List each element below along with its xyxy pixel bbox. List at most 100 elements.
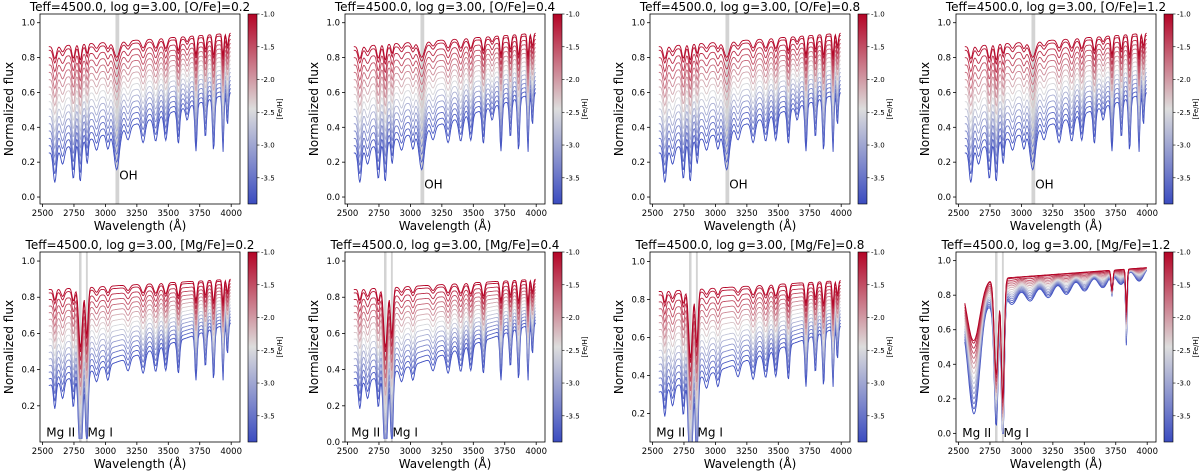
x-tick-label: 3000 xyxy=(400,209,422,219)
x-axis-label: Wavelength (Å) xyxy=(1010,456,1103,471)
x-tick-label: 2750 xyxy=(673,209,695,219)
spectrum-line xyxy=(658,319,842,442)
spectrum-line xyxy=(964,32,1147,61)
line-annotation: OH xyxy=(119,169,137,183)
spectrum-line xyxy=(658,280,841,359)
x-tick-label: 3000 xyxy=(95,447,117,457)
spectrum-line xyxy=(48,84,232,166)
spectrum-line xyxy=(658,316,842,442)
y-tick-label: 0.6 xyxy=(21,329,35,339)
highlight-band xyxy=(725,14,730,204)
y-tick-label: 0.6 xyxy=(631,88,645,98)
x-tick-label: 2500 xyxy=(948,447,970,457)
y-tick-label: 0.2 xyxy=(21,158,35,168)
spectrum-line xyxy=(353,51,536,99)
panel-title: Teff=4500.0, log g=3.00, [Mg/Fe]=0.4 xyxy=(330,238,560,252)
colorbar-tick-label: -1.0 xyxy=(871,249,885,257)
spectrum-line xyxy=(964,47,1147,91)
x-tick-label: 2750 xyxy=(368,447,390,457)
x-tick-label: 3250 xyxy=(431,209,453,219)
x-tick-label: 3750 xyxy=(1105,447,1127,457)
colorbar-tick-label: -1.5 xyxy=(871,281,885,289)
line-annotation: Mg II xyxy=(351,426,380,440)
spectrum-line xyxy=(353,59,536,116)
x-axis-label: Wavelength (Å) xyxy=(1010,218,1103,233)
y-tick-label: 0.2 xyxy=(326,402,340,412)
colorbar-tick-label: -1.5 xyxy=(1177,281,1191,289)
spectrum-line xyxy=(964,80,1147,159)
spectrum-line xyxy=(48,322,232,439)
colorbar-tick-label: -3.5 xyxy=(566,412,580,420)
spectrum-line xyxy=(353,75,536,150)
colorbar-tick-label: -1.5 xyxy=(871,43,885,51)
spectrum-line xyxy=(48,75,231,150)
x-tick-label: 4000 xyxy=(525,209,547,219)
x-tick-label: 3250 xyxy=(1042,447,1064,457)
spectrum-line xyxy=(353,80,536,159)
x-tick-label: 3250 xyxy=(1042,209,1064,219)
spectrum-line xyxy=(48,32,231,61)
colorbar-tick-label: -2.5 xyxy=(1177,347,1191,355)
x-tick-label: 3000 xyxy=(705,447,727,457)
spectrum-line xyxy=(658,63,841,125)
spectrum-line xyxy=(48,92,232,183)
colorbar-label: [Fe/H] xyxy=(581,336,589,357)
y-tick-label: 0.0 xyxy=(21,193,35,203)
y-tick-label: 1.0 xyxy=(631,258,645,268)
line-annotation: OH xyxy=(729,177,747,191)
line-annotation: Mg I xyxy=(1004,426,1029,440)
x-tick-label: 3250 xyxy=(126,209,148,219)
line-annotation: Mg II xyxy=(46,426,75,440)
spectra-group xyxy=(353,32,537,183)
highlight-band xyxy=(115,14,120,204)
spectrum-line xyxy=(353,32,536,61)
spectrum-line xyxy=(658,47,841,91)
x-tick-label: 3750 xyxy=(189,209,211,219)
spectrum-line xyxy=(658,38,841,74)
colorbar-label: [Fe/H] xyxy=(1192,98,1200,119)
y-tick-label: 1.0 xyxy=(21,19,35,29)
colorbar-tick-label: -3.5 xyxy=(871,174,885,182)
x-tick-label: 3500 xyxy=(1073,447,1095,457)
spectrum-line xyxy=(353,92,537,183)
spectrum-line xyxy=(964,38,1147,74)
spectrum-line xyxy=(353,47,536,91)
colorbar-label: [Fe/H] xyxy=(581,98,589,119)
x-tick-label: 4000 xyxy=(830,447,852,457)
x-tick-label: 2750 xyxy=(368,209,390,219)
x-tick-label: 3500 xyxy=(767,447,789,457)
x-tick-label: 3500 xyxy=(157,209,179,219)
axes-frame xyxy=(344,13,546,205)
x-tick-label: 2500 xyxy=(948,209,970,219)
spectrum-line xyxy=(48,278,231,348)
colorbar-tick-label: -3.0 xyxy=(566,142,580,150)
colorbar-tick-label: -2.0 xyxy=(261,76,275,84)
spectrum-line xyxy=(658,43,841,82)
y-tick-label: 0.2 xyxy=(631,410,645,420)
y-tick-label: 0.4 xyxy=(21,366,35,376)
spectrum-line xyxy=(658,75,841,150)
line-annotation: Mg I xyxy=(698,425,723,439)
spectrum-line xyxy=(658,80,841,159)
y-tick-label: 0.2 xyxy=(937,158,951,168)
colorbar-tick-label: -2.5 xyxy=(871,109,885,117)
panel-title: Teff=4500.0, log g=3.00, [Mg/Fe]=0.2 xyxy=(25,238,255,252)
colorbar-tick-label: -3.5 xyxy=(871,412,885,420)
colorbar-label: [Fe/H] xyxy=(1192,336,1200,357)
colorbar-tick-label: -2.5 xyxy=(1177,109,1191,117)
spectrum-line xyxy=(658,51,841,99)
y-tick-label: 0.8 xyxy=(21,54,35,64)
x-tick-label: 3750 xyxy=(1105,209,1127,219)
spectrum-line xyxy=(964,59,1147,116)
spectrum-line xyxy=(964,34,1147,65)
spectra-group xyxy=(964,32,1148,183)
spectrum-line xyxy=(353,63,536,125)
colorbar xyxy=(247,13,258,205)
y-tick-label: 1.0 xyxy=(21,257,35,267)
colorbar-tick-label: -1.0 xyxy=(1177,249,1191,257)
x-tick-label: 2500 xyxy=(32,447,54,457)
spectrum-line xyxy=(353,55,536,108)
spectrum-line xyxy=(353,71,536,142)
y-tick-label: 0.8 xyxy=(326,293,340,303)
colorbar-tick-label: -1.0 xyxy=(1177,11,1191,19)
